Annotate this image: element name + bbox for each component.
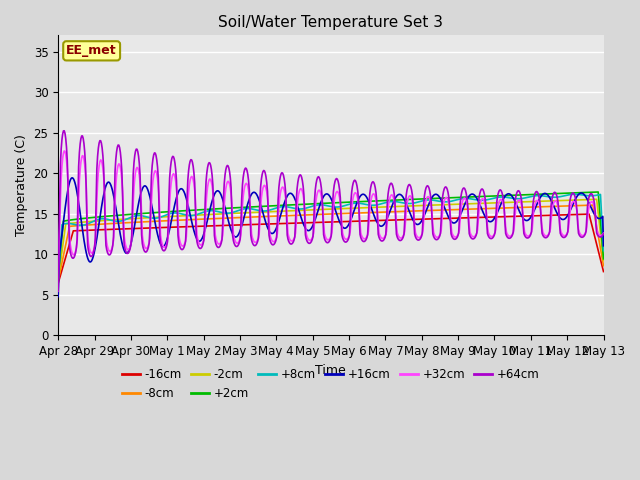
-8cm bbox=[600, 263, 607, 269]
X-axis label: Time: Time bbox=[316, 363, 346, 377]
+32cm bbox=[60, 148, 68, 154]
+2cm bbox=[205, 206, 212, 212]
+16cm bbox=[68, 175, 76, 181]
+16cm bbox=[64, 186, 72, 192]
+16cm bbox=[205, 210, 213, 216]
+2cm bbox=[600, 256, 607, 262]
Line: +32cm: +32cm bbox=[58, 151, 604, 291]
+64cm bbox=[121, 246, 129, 252]
+8cm bbox=[413, 200, 420, 205]
+8cm bbox=[120, 217, 128, 223]
+8cm bbox=[64, 220, 72, 226]
+16cm bbox=[398, 192, 406, 198]
+64cm bbox=[177, 245, 184, 251]
+16cm bbox=[121, 249, 129, 255]
+64cm bbox=[205, 160, 213, 166]
Y-axis label: Temperature (C): Temperature (C) bbox=[15, 134, 28, 236]
+32cm bbox=[600, 230, 607, 236]
-16cm bbox=[64, 246, 72, 252]
-2cm bbox=[64, 221, 72, 227]
-8cm bbox=[175, 217, 183, 223]
+64cm bbox=[600, 231, 607, 237]
-8cm bbox=[205, 216, 212, 222]
-8cm bbox=[120, 220, 128, 226]
-2cm bbox=[205, 212, 212, 217]
-16cm bbox=[413, 216, 420, 222]
+8cm bbox=[54, 277, 62, 283]
-16cm bbox=[397, 217, 405, 223]
Line: -2cm: -2cm bbox=[58, 199, 604, 280]
+8cm bbox=[571, 192, 579, 197]
Line: +64cm: +64cm bbox=[58, 131, 604, 291]
+2cm bbox=[413, 196, 420, 202]
+64cm bbox=[398, 237, 406, 242]
-8cm bbox=[54, 278, 62, 284]
+2cm bbox=[175, 208, 183, 214]
+64cm bbox=[414, 237, 422, 243]
+16cm bbox=[414, 222, 422, 228]
Line: +16cm: +16cm bbox=[58, 178, 604, 297]
+2cm bbox=[397, 197, 405, 203]
+16cm bbox=[177, 186, 184, 192]
+2cm bbox=[595, 189, 602, 195]
-2cm bbox=[600, 258, 607, 264]
+64cm bbox=[65, 220, 72, 226]
-16cm bbox=[600, 269, 607, 275]
+8cm bbox=[397, 200, 405, 205]
+32cm bbox=[205, 177, 213, 183]
+32cm bbox=[398, 235, 406, 240]
Line: +8cm: +8cm bbox=[58, 194, 604, 280]
-16cm bbox=[120, 226, 128, 232]
+32cm bbox=[121, 239, 129, 245]
Line: -16cm: -16cm bbox=[58, 214, 604, 283]
-8cm bbox=[397, 209, 405, 215]
+32cm bbox=[65, 208, 72, 214]
-8cm bbox=[64, 231, 72, 237]
-16cm bbox=[205, 223, 212, 229]
-2cm bbox=[397, 204, 405, 209]
-2cm bbox=[120, 216, 128, 222]
Text: EE_met: EE_met bbox=[67, 44, 117, 57]
+64cm bbox=[54, 288, 62, 294]
-8cm bbox=[589, 202, 596, 208]
-16cm bbox=[585, 211, 593, 217]
+32cm bbox=[54, 288, 62, 294]
+32cm bbox=[414, 234, 422, 240]
-16cm bbox=[54, 280, 62, 286]
+2cm bbox=[64, 217, 72, 223]
+16cm bbox=[54, 294, 62, 300]
Title: Soil/Water Temperature Set 3: Soil/Water Temperature Set 3 bbox=[218, 15, 444, 30]
-16cm bbox=[175, 224, 183, 230]
+2cm bbox=[54, 272, 62, 277]
Line: +2cm: +2cm bbox=[58, 192, 604, 275]
+32cm bbox=[177, 240, 184, 245]
+8cm bbox=[600, 248, 607, 253]
-2cm bbox=[54, 277, 62, 283]
+2cm bbox=[120, 212, 128, 218]
+64cm bbox=[60, 128, 68, 133]
-2cm bbox=[413, 203, 420, 209]
Line: -8cm: -8cm bbox=[58, 205, 604, 281]
-2cm bbox=[175, 213, 183, 219]
+16cm bbox=[600, 243, 607, 249]
-2cm bbox=[593, 196, 600, 202]
+8cm bbox=[205, 208, 212, 214]
Legend: -16cm, -8cm, -2cm, +2cm, +8cm, +16cm, +32cm, +64cm: -16cm, -8cm, -2cm, +2cm, +8cm, +16cm, +3… bbox=[117, 363, 545, 404]
-8cm bbox=[413, 208, 420, 214]
+8cm bbox=[175, 211, 183, 216]
